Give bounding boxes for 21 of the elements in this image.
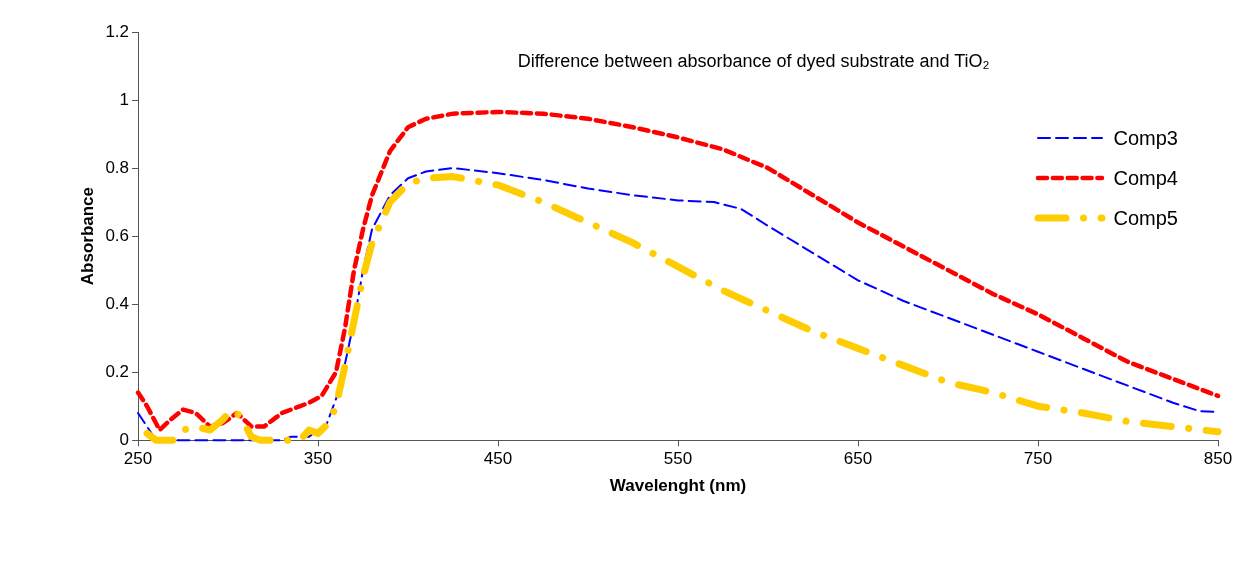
y-axis-title: Absorbance	[77, 186, 97, 286]
y-tick-label: 0.4	[105, 293, 130, 313]
x-tick-label: 350	[303, 449, 333, 469]
legend-label: Comp3	[1113, 126, 1178, 150]
x-tick-label: 550	[663, 449, 693, 469]
legend-label: Comp4	[1113, 166, 1178, 190]
y-tick-label: 0.6	[105, 225, 130, 245]
y-tick-label: 0	[119, 429, 130, 449]
y-tick-label: 1.2	[105, 21, 130, 41]
x-axis-title: Wavelenght (nm)	[609, 476, 747, 496]
text: Difference between absorbance of dyed substrate and TiO₂	[517, 50, 990, 71]
legend-label: Comp5	[1113, 206, 1178, 230]
x-tick-label: 250	[123, 449, 153, 469]
y-tick-label: 0.2	[105, 361, 130, 381]
x-tick-label: 650	[843, 449, 873, 469]
y-tick-label: 0.8	[105, 157, 130, 177]
x-tick-label: 750	[1023, 449, 1053, 469]
x-tick-label: 450	[483, 449, 513, 469]
y-tick-label: 1	[119, 89, 130, 109]
x-tick-label: 850	[1203, 449, 1233, 469]
line-series	[135, 109, 1221, 433]
